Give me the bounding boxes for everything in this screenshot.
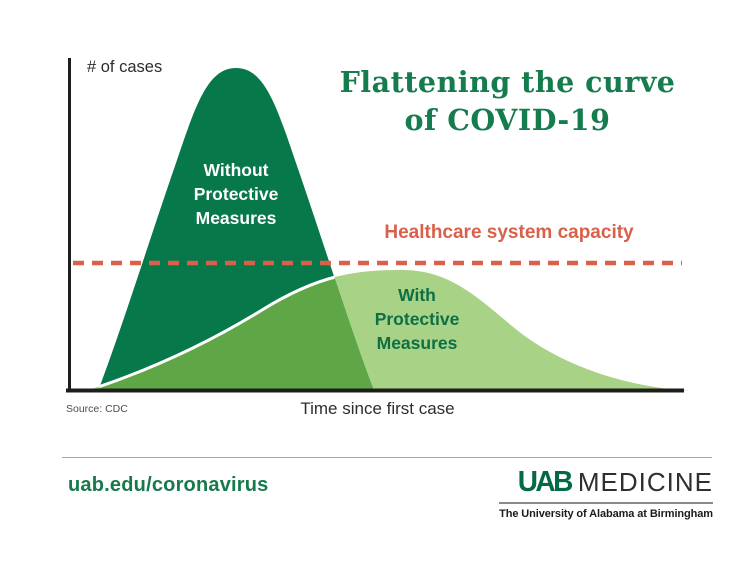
x-axis-label: Time since first case [300, 399, 455, 418]
without-curve-label: Without Protective Measures [193, 160, 279, 228]
source-note: Source: CDC [66, 403, 128, 415]
flatten-curve-chart [66, 58, 690, 393]
uab-logo-mark: UAB [517, 465, 574, 498]
y-axis-label: # of cases [87, 58, 163, 76]
curves-overlap-area [98, 268, 374, 391]
footer-url: uab.edu/coronavirus [68, 474, 269, 496]
chart-title: Flattening the curve of COVID-19 [339, 65, 676, 137]
uab-medicine-logo: UAB MEDICINE The University of Alabama a… [499, 466, 713, 520]
with-curve-label: With Protective Measures [374, 285, 460, 353]
uab-logo-rule [499, 502, 713, 504]
uab-logo-row: UAB MEDICINE [518, 466, 713, 498]
uab-logo-tagline: The University of Alabama at Birmingham [499, 507, 713, 520]
capacity-line-label: Healthcare system capacity [384, 222, 634, 243]
uab-logo-medicine-text: MEDICINE [577, 467, 713, 497]
footer-divider [62, 457, 712, 458]
